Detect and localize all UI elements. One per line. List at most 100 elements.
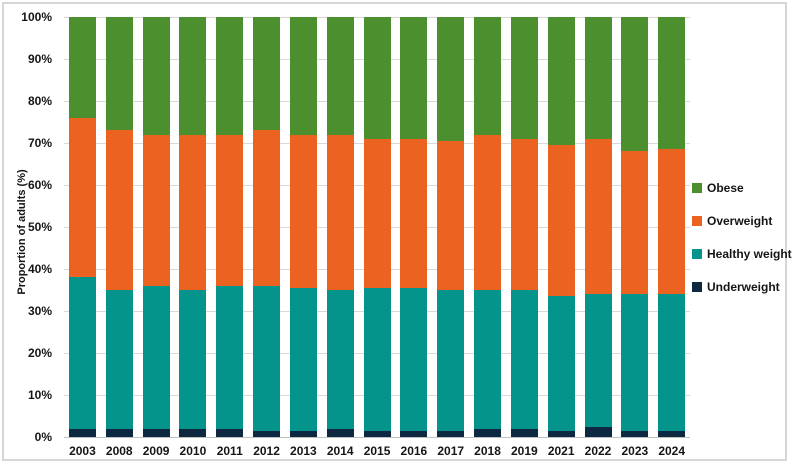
bar-segment-overweight[interactable] <box>253 130 281 286</box>
bar-column-2011 <box>211 17 248 437</box>
bar-column-2014 <box>322 17 359 437</box>
bar-segment-obese[interactable] <box>289 17 317 135</box>
bar-segment-healthy-weight[interactable] <box>474 290 502 429</box>
bar-column-2018 <box>469 17 506 437</box>
bar-segment-obese[interactable] <box>216 17 244 135</box>
legend-swatch-icon <box>692 249 702 259</box>
bar-segment-overweight[interactable] <box>621 151 649 295</box>
bar-segment-overweight[interactable] <box>216 134 244 286</box>
x-axis-tick-label: 2017 <box>437 444 465 458</box>
bar-segment-healthy-weight[interactable] <box>400 287 428 431</box>
legend-label: Underweight <box>707 280 780 294</box>
bar-segment-underweight[interactable] <box>68 428 96 437</box>
bar-segment-obese[interactable] <box>142 17 170 135</box>
bar-segment-overweight[interactable] <box>400 138 428 288</box>
bar-segment-healthy-weight[interactable] <box>253 285 281 431</box>
plot-area <box>64 17 690 438</box>
bar-segment-overweight[interactable] <box>584 138 612 295</box>
bar-segment-healthy-weight[interactable] <box>326 290 354 429</box>
bar-segment-underweight[interactable] <box>621 430 649 437</box>
legend-item-overweight[interactable]: Overweight <box>692 214 788 228</box>
bar-segment-underweight[interactable] <box>216 428 244 437</box>
bar-segment-healthy-weight[interactable] <box>105 290 133 429</box>
bar-segment-healthy-weight[interactable] <box>142 285 170 429</box>
x-axis-tick-label: 2021 <box>547 444 575 458</box>
bar-segment-obese[interactable] <box>437 17 465 141</box>
bar-segment-underweight[interactable] <box>584 426 612 437</box>
x-axis-tick-label: 2019 <box>511 444 538 458</box>
bar-segment-overweight[interactable] <box>289 134 317 288</box>
bar-segment-obese[interactable] <box>326 17 354 135</box>
bar-segment-overweight[interactable] <box>547 145 575 297</box>
bar-segment-obese[interactable] <box>474 17 502 135</box>
bar-segment-healthy-weight[interactable] <box>547 296 575 431</box>
bar-column-2016 <box>395 17 432 437</box>
y-axis-tick-label: 80% <box>27 94 52 108</box>
bar-segment-healthy-weight[interactable] <box>68 277 96 429</box>
bar-segment-overweight[interactable] <box>474 134 502 291</box>
bar-segment-underweight[interactable] <box>437 430 465 437</box>
x-axis-tick-label: 2012 <box>253 444 280 458</box>
bar-segment-underweight[interactable] <box>474 428 502 437</box>
bar-segment-obese[interactable] <box>658 17 686 150</box>
bar-segment-overweight[interactable] <box>437 140 465 291</box>
bar-segment-underweight[interactable] <box>253 430 281 437</box>
bar-segment-underweight[interactable] <box>179 428 207 437</box>
bar-segment-obese[interactable] <box>363 17 391 139</box>
bar-segment-obese[interactable] <box>253 17 281 131</box>
bar-segment-overweight[interactable] <box>363 138 391 288</box>
bar-segment-underweight[interactable] <box>326 428 354 437</box>
bar-segment-underweight[interactable] <box>363 430 391 437</box>
bar-series-area <box>64 17 690 437</box>
legend-label: Healthy weight <box>707 247 792 261</box>
bar-segment-underweight[interactable] <box>400 430 428 437</box>
chart-frame: Proportion of adults (%) 0% 10% 20% 30% 40% 5… <box>2 2 792 461</box>
x-axis-tick-label: 2013 <box>290 444 317 458</box>
legend-item-obese[interactable]: Obese <box>692 181 788 195</box>
bar-segment-overweight[interactable] <box>326 134 354 291</box>
bar-segment-healthy-weight[interactable] <box>658 294 686 431</box>
bar-segment-healthy-weight[interactable] <box>179 290 207 429</box>
legend-item-healthy-weight[interactable]: Healthy weight <box>692 247 792 261</box>
bar-segment-underweight[interactable] <box>142 428 170 437</box>
bar-segment-overweight[interactable] <box>179 134 207 291</box>
bar-segment-obese[interactable] <box>621 17 649 152</box>
bar-segment-underweight[interactable] <box>289 430 317 437</box>
bar-segment-healthy-weight[interactable] <box>216 285 244 429</box>
bar-segment-obese[interactable] <box>68 17 96 118</box>
legend-item-underweight[interactable]: Underweight <box>692 280 788 294</box>
bar-segment-underweight[interactable] <box>510 428 538 437</box>
bar-column-2017 <box>432 17 469 437</box>
x-axis-tick-labels: 2003 2008 2009 2010 2011 2012 2013 2014 2015 2016… <box>64 444 690 458</box>
bar-segment-healthy-weight[interactable] <box>289 287 317 431</box>
bar-column-2024 <box>653 17 690 437</box>
bar-segment-healthy-weight[interactable] <box>584 294 612 427</box>
x-axis-line <box>64 437 690 438</box>
y-axis-tick-label: 70% <box>27 136 52 150</box>
bar-column-2013 <box>285 17 322 437</box>
bar-segment-overweight[interactable] <box>142 134 170 286</box>
bar-segment-obese[interactable] <box>400 17 428 139</box>
bar-segment-underweight[interactable] <box>658 430 686 437</box>
bar-column-2010 <box>174 17 211 437</box>
bar-segment-healthy-weight[interactable] <box>437 290 465 431</box>
bar-segment-obese[interactable] <box>179 17 207 135</box>
bar-segment-obese[interactable] <box>547 17 575 146</box>
bar-segment-overweight[interactable] <box>510 138 538 291</box>
y-axis-tick-label: 50% <box>27 220 52 234</box>
bar-segment-obese[interactable] <box>584 17 612 139</box>
bar-segment-healthy-weight[interactable] <box>363 287 391 431</box>
bar-segment-healthy-weight[interactable] <box>510 290 538 429</box>
bar-segment-underweight[interactable] <box>105 428 133 437</box>
bar-segment-obese[interactable] <box>105 17 133 131</box>
bar-segment-overweight[interactable] <box>68 117 96 278</box>
bar-segment-overweight[interactable] <box>105 130 133 291</box>
x-axis-tick-label: 2024 <box>658 444 686 458</box>
bar-column-2023 <box>616 17 653 437</box>
bar-segment-overweight[interactable] <box>658 149 686 295</box>
y-axis-tick-label: 0% <box>34 430 52 444</box>
y-axis-tick-label: 40% <box>27 262 52 276</box>
bar-segment-obese[interactable] <box>510 17 538 139</box>
bar-segment-healthy-weight[interactable] <box>621 294 649 431</box>
bar-segment-underweight[interactable] <box>547 430 575 437</box>
